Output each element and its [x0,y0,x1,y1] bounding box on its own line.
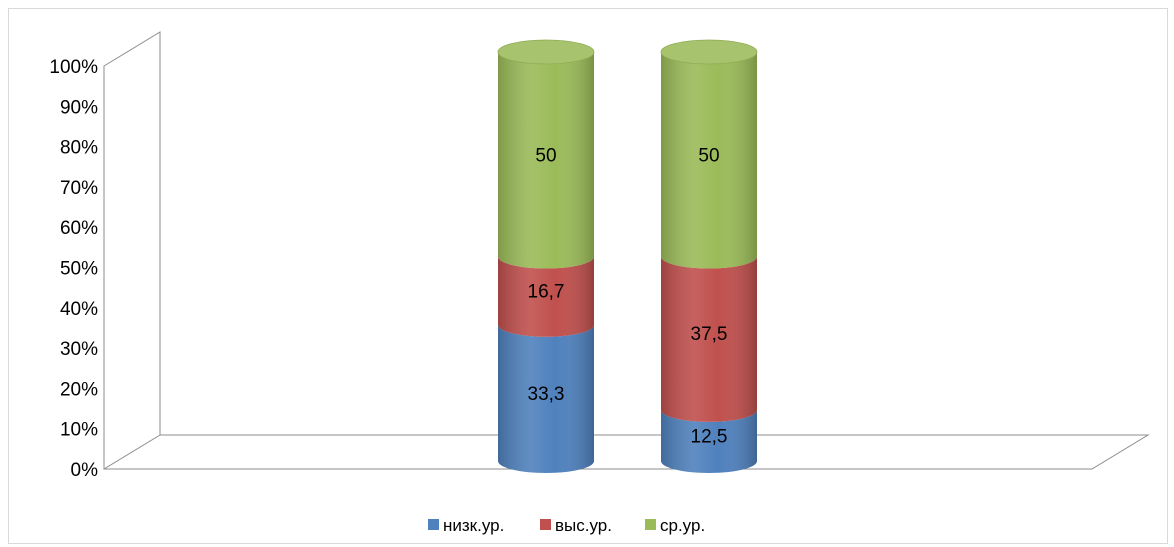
y-tick-label: 100% [49,57,98,78]
y-tick-label: 30% [60,339,98,360]
y-tick-label: 80% [60,138,98,159]
y-tick-label: 40% [60,299,98,320]
data-label: 50 [535,145,556,166]
bar-top-cap [497,39,595,65]
y-tick-label: 50% [60,259,98,280]
bar-segment-shading [661,52,757,269]
data-labels: 33,3 16,7 50 12,5 37,5 50 [528,145,728,447]
bar-segment-shading [498,52,594,269]
bar-segment-shading [498,256,594,337]
legend: низк.ур. выс.ур. ср.ур. [428,516,705,535]
chart-frame [8,8,1168,544]
legend-label: ср.ур. [660,516,705,535]
legend-swatch [428,519,439,530]
legend-swatch [645,519,656,530]
bars [497,39,758,473]
y-tick-label: 20% [60,379,98,400]
bar-top-cap [660,39,758,65]
y-tick-label: 0% [71,460,99,481]
data-label: 37,5 [691,324,728,345]
legend-swatch [540,519,551,530]
data-label: 33,3 [528,384,565,405]
y-tick-label: 70% [60,178,98,199]
legend-label: выс.ур. [555,516,612,535]
bar-segment-shading [661,409,757,473]
bar-segment-shading [498,324,594,473]
floor [104,434,1150,470]
side-wall [103,31,161,470]
legend-label: низк.ур. [443,516,504,535]
bar-segment-shading [661,256,757,422]
chart-walls [103,31,1150,470]
y-tick-label: 10% [60,420,98,441]
data-label: 12,5 [691,426,728,447]
data-label: 16,7 [528,282,565,303]
y-tick-label: 90% [60,97,98,118]
y-axis-ticks: 0% 10% 20% 30% 40% 50% 60% 70% 80% 90% 100% [49,57,98,481]
data-label: 50 [698,145,719,166]
y-tick-label: 60% [60,218,98,239]
